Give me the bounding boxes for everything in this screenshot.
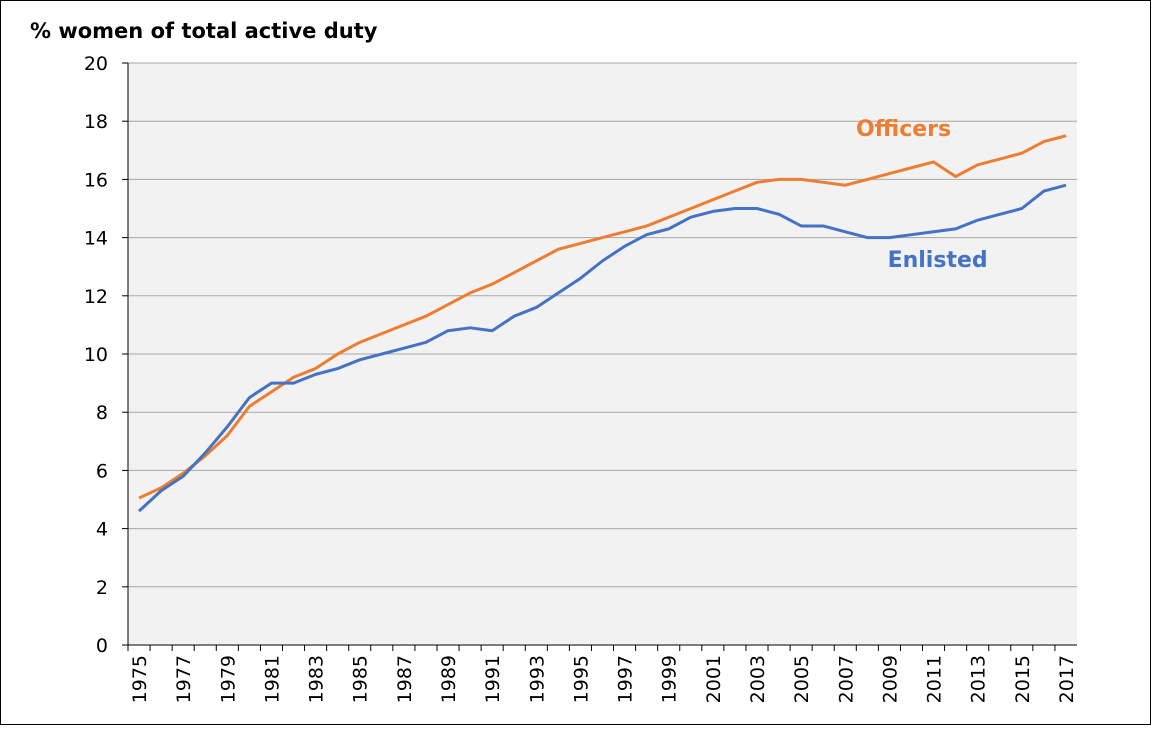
x-tick-label: 1995 xyxy=(570,655,592,703)
x-tick-label: 1989 xyxy=(438,655,460,703)
x-tick-label: 2009 xyxy=(879,655,901,703)
x-tick-label: 1977 xyxy=(173,655,195,703)
series-label: Officers xyxy=(856,117,951,142)
y-tick-label: 8 xyxy=(96,402,108,424)
x-tick-label: 2017 xyxy=(1056,655,1078,703)
x-tick-label: 1975 xyxy=(129,655,151,703)
y-tick-label: 6 xyxy=(96,460,108,482)
x-tick-label: 2007 xyxy=(835,655,857,703)
x-tick-label: 2015 xyxy=(1012,655,1034,703)
y-tick-label: 12 xyxy=(84,286,108,308)
x-tick-label: 2001 xyxy=(703,655,725,703)
series-label: Enlisted xyxy=(888,248,988,273)
x-tick-label: 1993 xyxy=(526,655,548,703)
x-tick-label: 1985 xyxy=(350,655,372,703)
series-line xyxy=(138,183,1067,513)
y-tick-label: 20 xyxy=(84,53,108,75)
y-tick-label: 0 xyxy=(96,635,108,657)
y-tick-label: 18 xyxy=(84,111,108,133)
x-tick-label: 1987 xyxy=(394,655,416,703)
series-line xyxy=(138,134,1067,500)
y-tick-label: 4 xyxy=(96,519,108,541)
y-tick-label: 10 xyxy=(84,344,108,366)
x-tick-label: 2003 xyxy=(747,655,769,703)
x-tick-label: 2011 xyxy=(924,655,946,703)
x-tick-label: 1981 xyxy=(261,655,283,703)
x-tick-label: 1991 xyxy=(482,655,504,703)
chart-title: % women of total active duty xyxy=(30,19,378,43)
y-tick-label: 16 xyxy=(84,169,108,191)
x-tick-label: 2005 xyxy=(791,655,813,703)
x-tick-label: 1979 xyxy=(217,655,239,703)
y-tick-label: 14 xyxy=(84,228,108,250)
x-tick-label: 1999 xyxy=(659,655,681,703)
x-tick-label: 2013 xyxy=(968,655,990,703)
x-tick-label: 1997 xyxy=(615,655,637,703)
y-tick-label: 2 xyxy=(96,577,108,599)
x-tick-label: 1983 xyxy=(306,655,328,703)
